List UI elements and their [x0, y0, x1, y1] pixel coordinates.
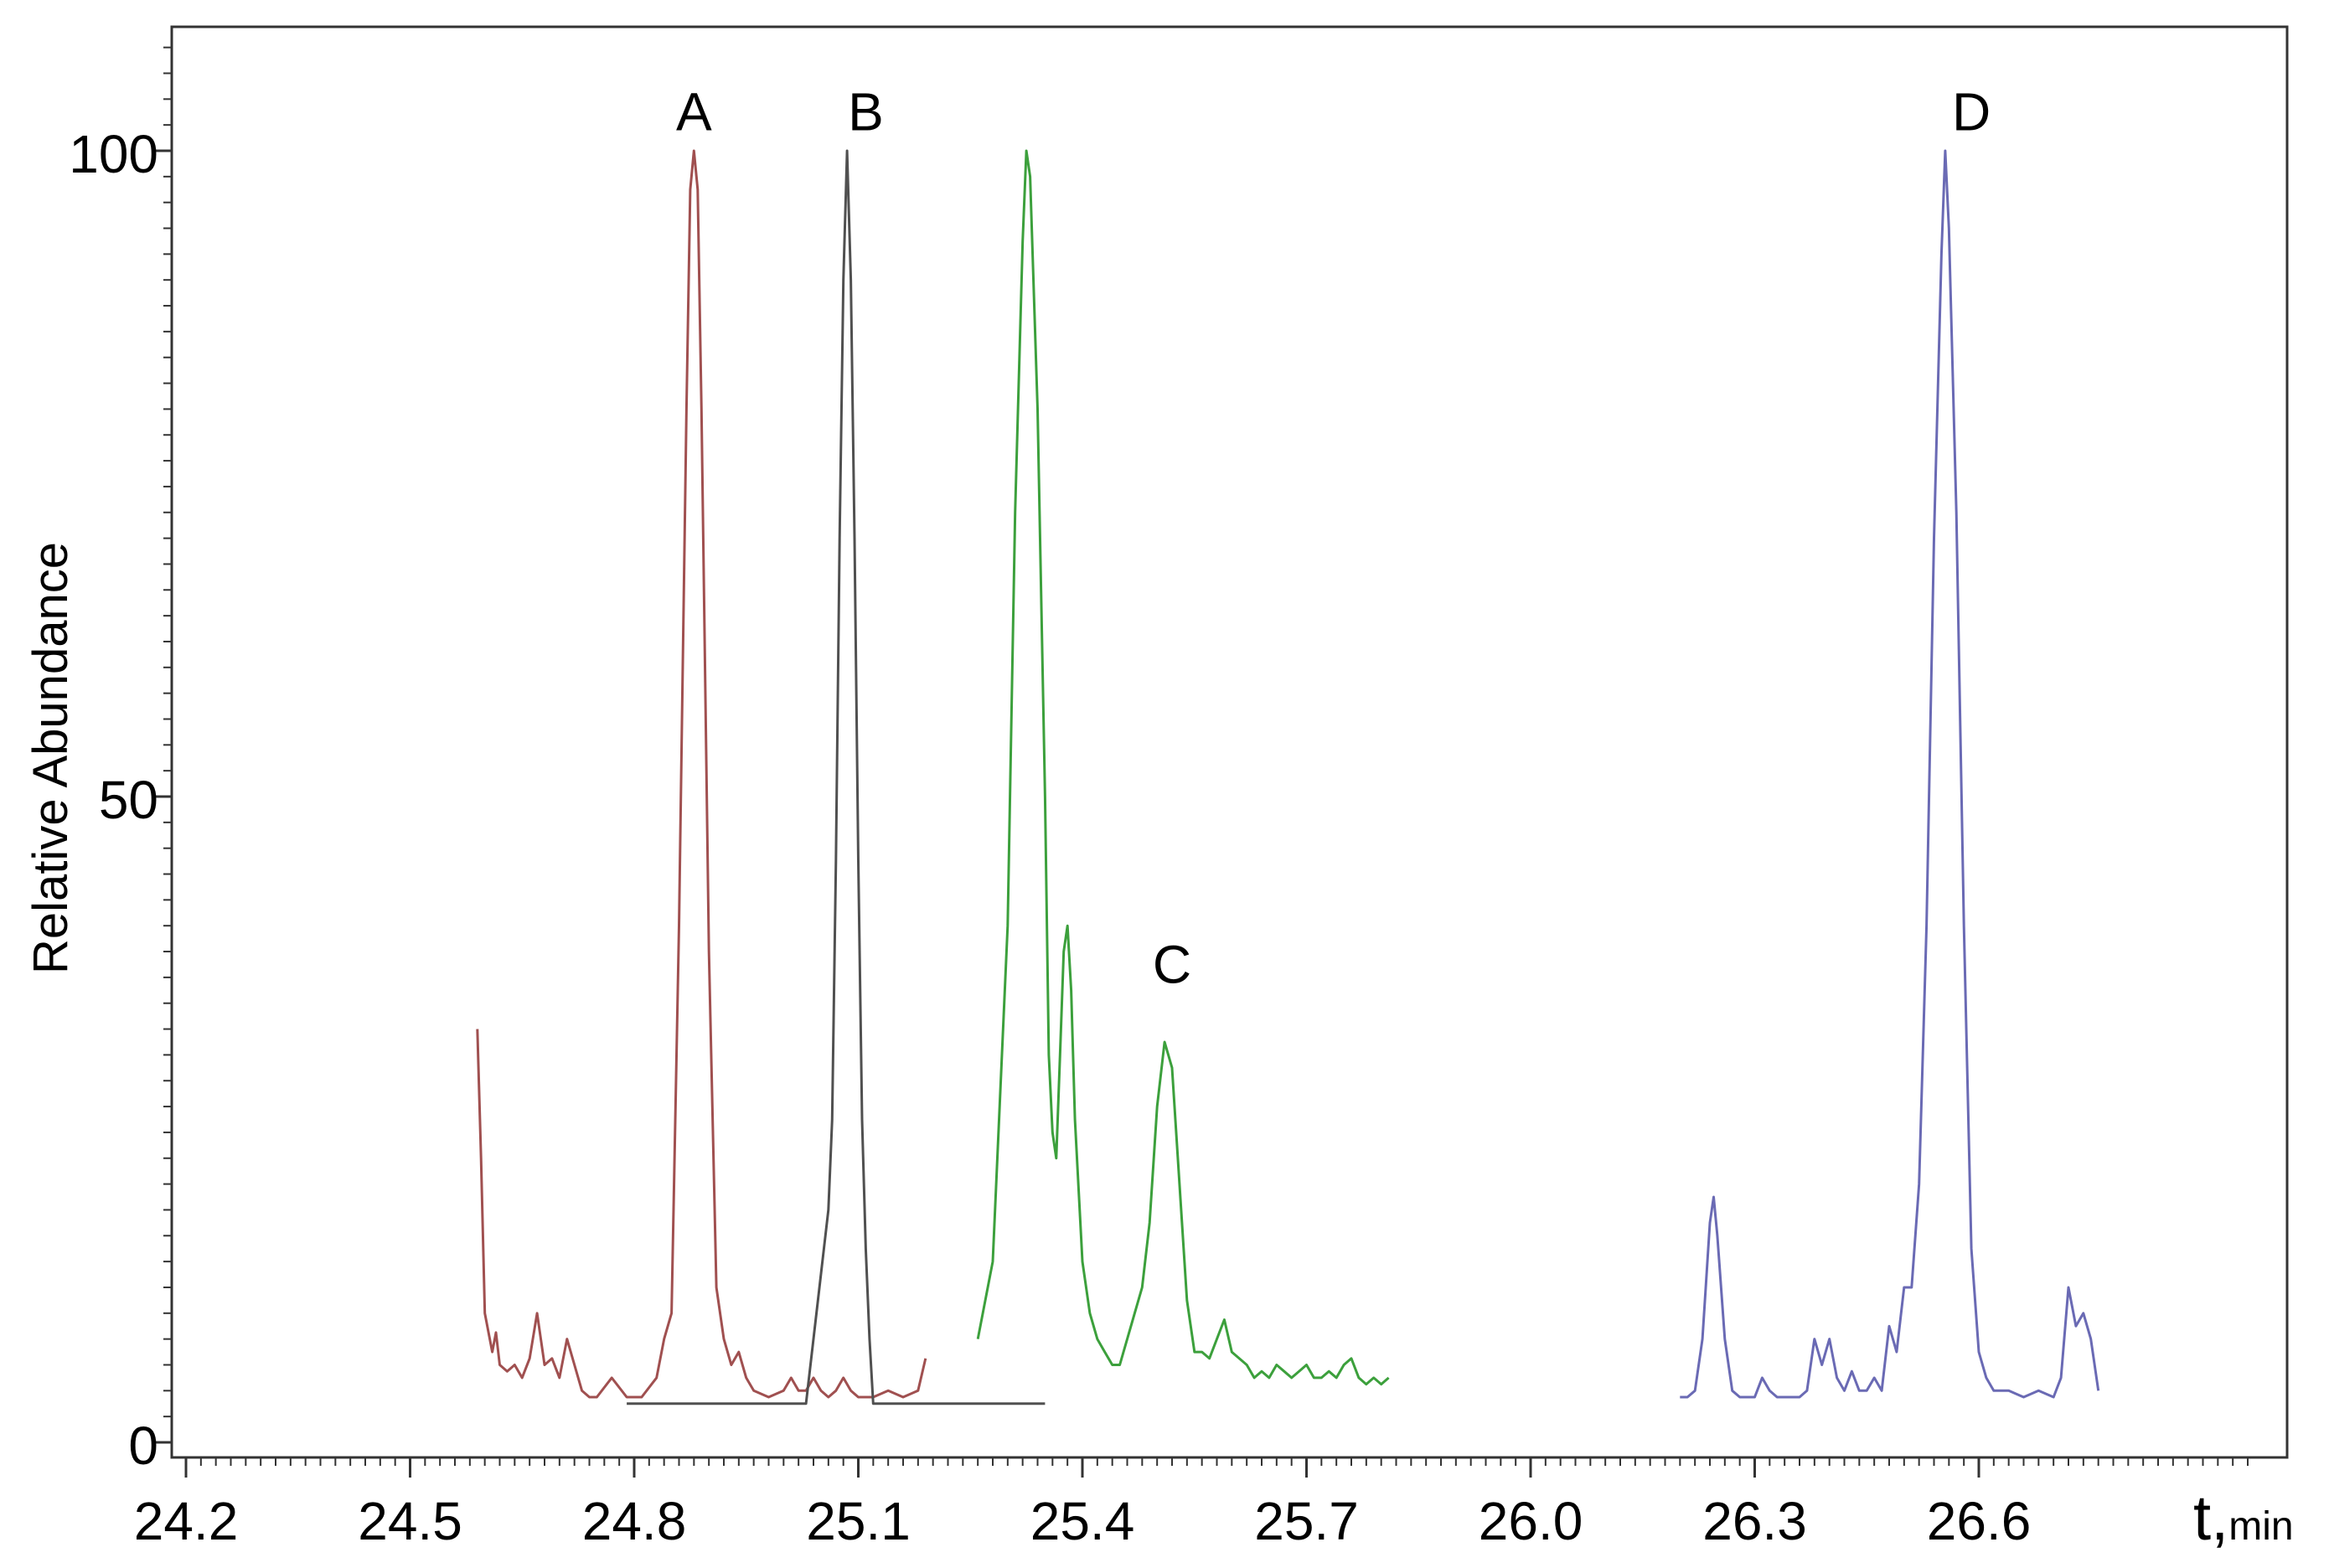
x-tick-label: 24.8	[582, 1491, 687, 1551]
series-layer	[476, 149, 2100, 1406]
x-axis-title-unit: min	[2228, 1504, 2293, 1549]
x-tick-label: 24.5	[358, 1491, 462, 1551]
plot-frame	[170, 25, 2289, 1459]
label-layer: A B C D	[676, 82, 1991, 995]
peak-label-b: B	[848, 82, 884, 142]
peak-label-d: D	[1952, 82, 1991, 142]
series-line-d	[1680, 149, 2100, 1399]
axis-layer: 24.2 24.5 24.8 25.1 25.4 25.7 26.0 26.3 26.6 0 50 1…	[69, 46, 2249, 1551]
series-line-c	[976, 149, 1390, 1386]
y-axis-title: Relative Abundance	[23, 542, 78, 974]
x-tick-label: 26.0	[1479, 1491, 1583, 1551]
series-line-a	[476, 149, 927, 1399]
x-tick-label: 26.3	[1702, 1491, 1807, 1551]
y-tick-label: 100	[69, 124, 158, 184]
x-axis-title-main: t,	[2193, 1483, 2228, 1554]
peak-label-c: C	[1153, 934, 1191, 994]
y-tick-label: 50	[99, 770, 158, 830]
x-tick-label: 24.2	[134, 1491, 239, 1551]
peak-label-a: A	[676, 82, 712, 142]
x-axis-title: t,min	[2193, 1483, 2294, 1554]
x-tick-label: 25.4	[1030, 1491, 1135, 1551]
x-tick-label: 25.7	[1254, 1491, 1359, 1551]
y-tick-label: 0	[128, 1416, 158, 1476]
x-tick-label: 26.6	[1927, 1491, 2032, 1551]
series-line-b	[627, 149, 1046, 1406]
x-tick-label: 25.1	[806, 1491, 911, 1551]
